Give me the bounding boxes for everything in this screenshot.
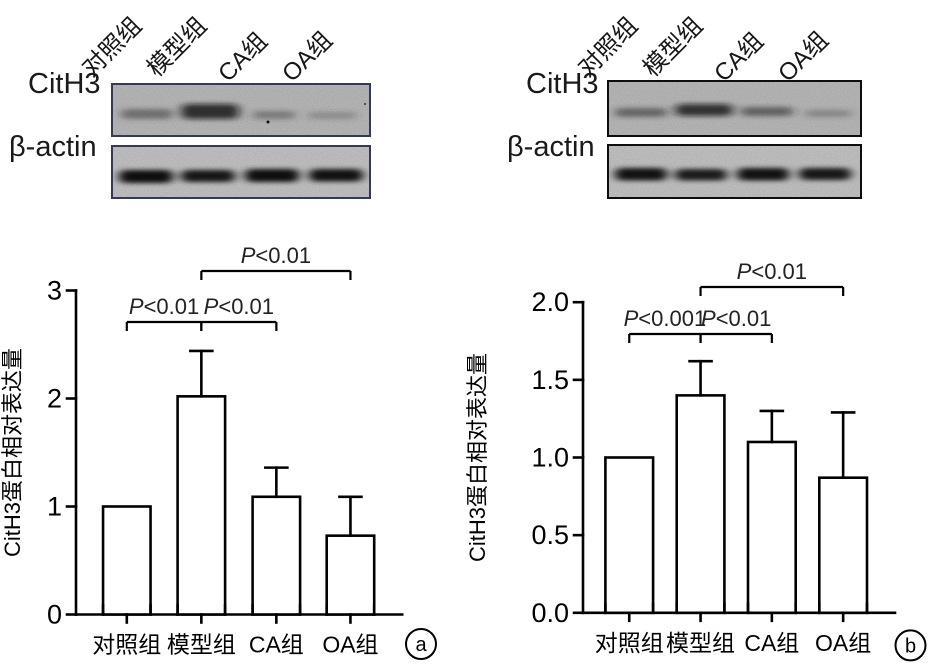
svg-text:OA组: OA组 bbox=[815, 630, 871, 656]
svg-text:P<0.01: P<0.01 bbox=[241, 243, 311, 268]
svg-text:CA组: CA组 bbox=[744, 630, 799, 656]
svg-text:3: 3 bbox=[47, 276, 62, 306]
svg-text:CitH3蛋白相对表达量: CitH3蛋白相对表达量 bbox=[0, 348, 25, 557]
svg-text:对照组: 对照组 bbox=[92, 632, 161, 658]
svg-text:P<0.01: P<0.01 bbox=[737, 259, 807, 284]
svg-text:b: b bbox=[905, 635, 916, 657]
svg-text:2.0: 2.0 bbox=[531, 287, 569, 317]
svg-text:模型组: 模型组 bbox=[666, 630, 735, 656]
svg-text:1.0: 1.0 bbox=[531, 443, 569, 473]
svg-text:1: 1 bbox=[47, 492, 62, 522]
svg-text:P<0.01: P<0.01 bbox=[204, 294, 274, 319]
svg-text:CA组: CA组 bbox=[249, 632, 304, 658]
svg-text:1.5: 1.5 bbox=[531, 365, 569, 395]
svg-text:0.5: 0.5 bbox=[531, 520, 569, 550]
svg-text:OA组: OA组 bbox=[322, 632, 378, 658]
svg-text:P<0.01: P<0.01 bbox=[701, 306, 771, 331]
svg-text:CitH3蛋白相对表达量: CitH3蛋白相对表达量 bbox=[465, 353, 490, 562]
svg-text:P<0.001: P<0.001 bbox=[624, 306, 707, 331]
svg-text:P<0.01: P<0.01 bbox=[129, 294, 199, 319]
svg-text:0.0: 0.0 bbox=[531, 598, 569, 628]
svg-text:0: 0 bbox=[47, 600, 62, 630]
svg-text:a: a bbox=[415, 634, 427, 656]
svg-text:模型组: 模型组 bbox=[167, 632, 236, 658]
svg-text:对照组: 对照组 bbox=[595, 630, 664, 656]
svg-text:2: 2 bbox=[47, 384, 62, 414]
